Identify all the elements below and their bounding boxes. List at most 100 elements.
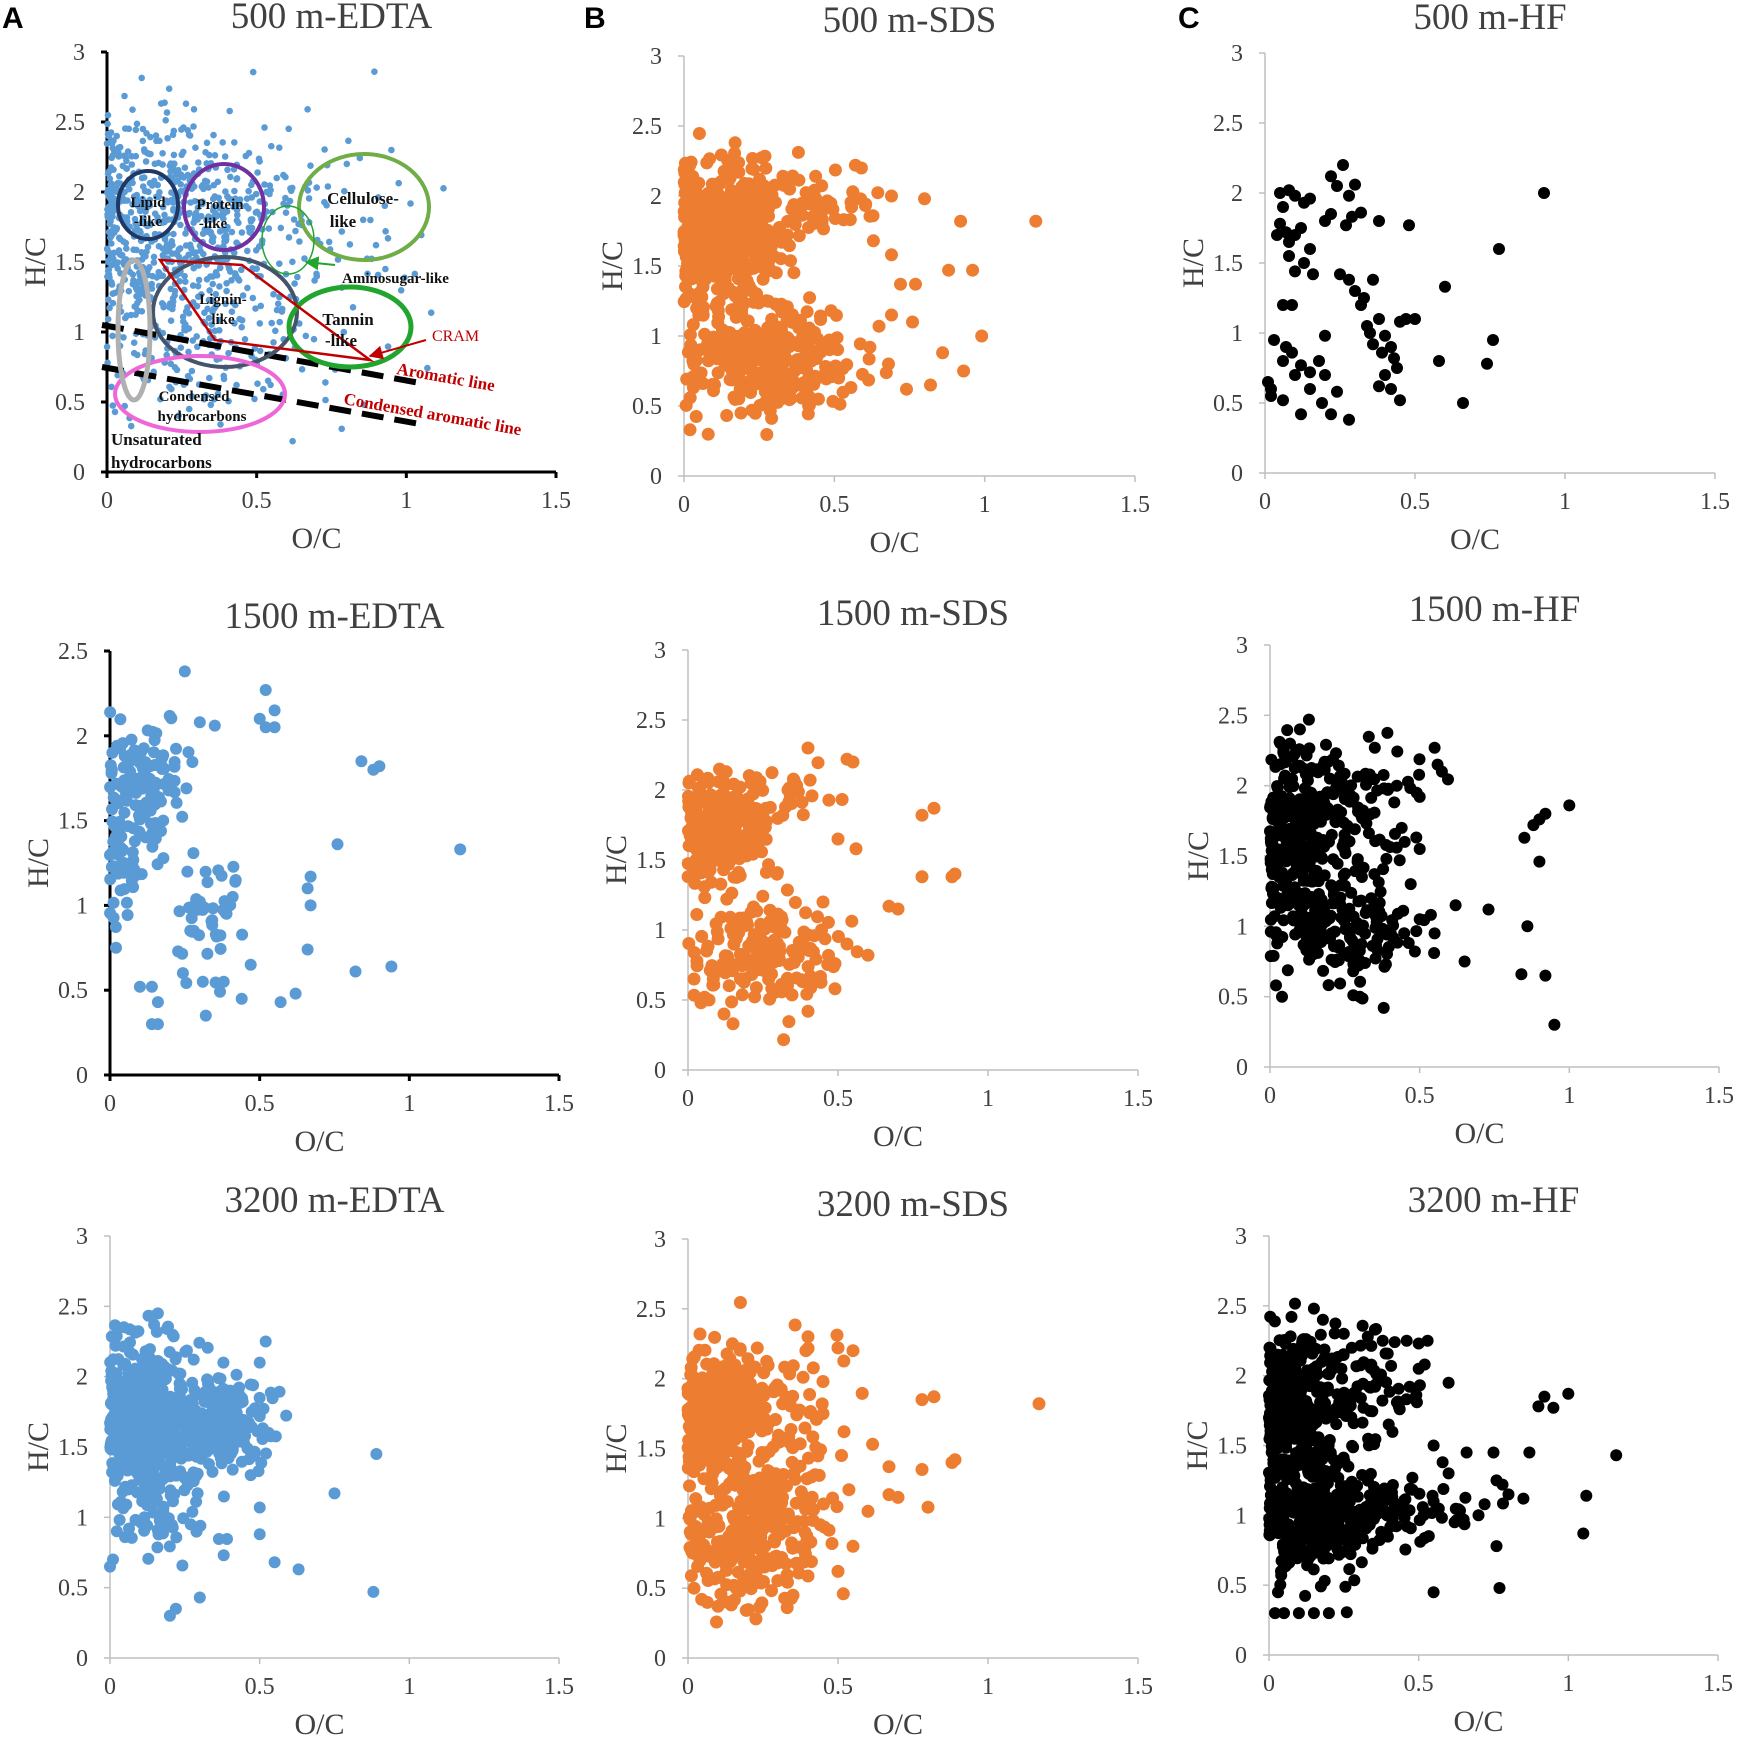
data-point — [245, 187, 252, 195]
data-point — [811, 392, 825, 406]
data-point — [733, 1343, 747, 1357]
data-point — [1408, 945, 1421, 958]
data-point — [187, 924, 200, 937]
data-point — [151, 1541, 164, 1554]
data-point — [259, 721, 272, 734]
data-point — [1264, 856, 1277, 869]
data-point — [229, 874, 242, 886]
data-point — [182, 100, 190, 107]
data-point — [735, 363, 749, 377]
data-point — [757, 1575, 770, 1588]
data-point — [161, 211, 168, 219]
data-point — [374, 194, 382, 201]
data-point — [179, 313, 187, 321]
x-tick-label: 1 — [982, 1674, 994, 1700]
data-point — [1276, 990, 1288, 1003]
data-point — [148, 1375, 161, 1388]
data-point — [231, 320, 238, 327]
data-point — [708, 339, 721, 353]
data-point — [780, 1601, 794, 1615]
data-point — [771, 395, 785, 409]
data-point — [115, 144, 122, 151]
data-point — [1302, 713, 1315, 726]
data-point — [721, 857, 735, 871]
data-point — [245, 205, 252, 212]
data-point — [159, 161, 166, 168]
data-point — [324, 183, 332, 190]
data-point — [921, 1500, 935, 1514]
data-point — [692, 308, 706, 322]
data-point — [226, 1444, 239, 1457]
data-point — [762, 858, 775, 872]
data-point — [424, 364, 431, 372]
chart-title: 3200 m-SDS — [817, 1184, 1009, 1225]
x-tick-label: 0 — [104, 1091, 116, 1117]
data-point — [765, 766, 779, 780]
data-point — [109, 299, 117, 307]
data-point — [261, 124, 268, 131]
x-tick-label: 1 — [403, 1091, 415, 1117]
data-point — [270, 291, 277, 298]
data-point — [355, 755, 368, 768]
data-point — [217, 975, 230, 988]
data-point — [123, 214, 131, 221]
data-point — [792, 935, 806, 949]
data-point — [372, 241, 380, 249]
data-point — [280, 1409, 293, 1422]
data-point — [757, 179, 771, 192]
data-point — [1355, 206, 1367, 219]
data-point — [966, 263, 980, 277]
data-point — [1270, 979, 1282, 992]
data-point — [222, 188, 229, 195]
data-point — [184, 1409, 197, 1422]
data-point — [1373, 833, 1386, 846]
data-points — [1264, 713, 1576, 1031]
data-point — [208, 321, 215, 328]
y-tick-label: 2 — [73, 180, 85, 206]
y-tick-label: 2.5 — [632, 114, 662, 140]
y-tick-label: 1 — [654, 1506, 666, 1532]
data-point — [231, 249, 238, 257]
data-point — [684, 338, 698, 352]
data-point — [1298, 782, 1311, 795]
data-points — [681, 741, 962, 1047]
data-point — [801, 341, 815, 355]
data-point — [701, 1437, 715, 1451]
data-point — [1379, 329, 1391, 342]
data-point — [783, 781, 797, 795]
x-tick-label: 1 — [1559, 489, 1571, 515]
data-point — [276, 260, 283, 268]
data-point — [924, 378, 937, 392]
data-point — [170, 230, 177, 238]
data-point — [709, 816, 723, 830]
data-point — [1312, 890, 1325, 903]
data-point — [213, 272, 221, 279]
y-tick-label: 0.5 — [55, 390, 85, 416]
data-point — [1271, 937, 1284, 950]
data-point — [222, 232, 230, 239]
data-point — [253, 1356, 266, 1369]
y-tick-label: 0 — [76, 1646, 88, 1672]
data-point — [411, 270, 419, 278]
data-point — [733, 1296, 747, 1309]
x-tick-label: 0 — [678, 492, 690, 518]
data-point — [234, 211, 241, 219]
data-point — [1283, 830, 1296, 843]
data-point — [750, 904, 764, 918]
data-point — [146, 196, 154, 204]
data-point — [130, 349, 138, 357]
data-points — [1263, 1297, 1623, 1620]
data-point — [203, 139, 211, 147]
data-point — [1369, 952, 1382, 965]
data-point — [285, 125, 293, 133]
y-tick-label: 2 — [650, 184, 662, 210]
data-point — [161, 99, 168, 106]
data-point — [128, 153, 135, 160]
data-point — [744, 776, 758, 790]
data-point — [1343, 413, 1355, 426]
data-point — [104, 873, 117, 886]
x-tick-label: 0.5 — [245, 1091, 275, 1117]
data-point — [285, 234, 293, 241]
data-point — [891, 902, 905, 916]
